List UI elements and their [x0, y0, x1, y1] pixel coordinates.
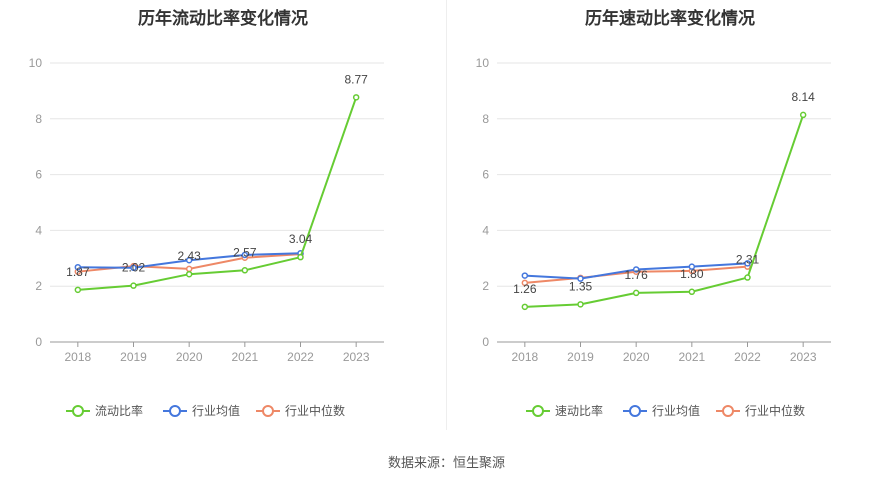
data-point: [185, 265, 193, 273]
data-label: 1.87: [66, 265, 90, 279]
legend-marker: [72, 405, 84, 417]
data-point: [577, 275, 584, 282]
x-tick-label: 2023: [790, 350, 817, 364]
data-point: [799, 111, 807, 119]
data-label: 2.31: [736, 253, 760, 267]
x-tick-label: 2018: [64, 350, 91, 364]
legend-label: 速动比率: [555, 403, 603, 418]
legend-label: 行业中位数: [745, 403, 805, 418]
x-tick-label: 2019: [567, 350, 594, 364]
data-point: [185, 257, 193, 264]
series-line-1: [524, 114, 805, 308]
y-tick-label: 10: [476, 56, 490, 70]
data-point: [688, 288, 696, 296]
y-tick-label: 8: [35, 112, 42, 126]
data-point: [744, 274, 751, 281]
data-label: 8.14: [791, 90, 815, 104]
data-point: [577, 301, 584, 308]
x-tick-label: 2019: [120, 350, 147, 364]
data-label: 3.04: [289, 232, 313, 246]
quick-ratio-plot: 0 2 4 6 8 10 2018 2019 2020 2021 2022 2023 1.26 1.35 1…: [476, 56, 831, 418]
legend-marker: [629, 405, 641, 417]
data-point: [130, 282, 137, 289]
data-point: [185, 270, 193, 278]
data-label: 8.77: [344, 72, 368, 86]
data-label: 2.02: [122, 261, 146, 275]
data-point: [521, 279, 529, 287]
data-point: [521, 272, 529, 279]
y-tick-label: 4: [482, 223, 489, 237]
data-label: 1.35: [569, 279, 593, 293]
x-tick-label: 2022: [734, 350, 761, 364]
x-tick-label: 2022: [287, 350, 314, 364]
data-point: [352, 94, 360, 101]
data-point: [688, 263, 696, 270]
x-tick-label: 2021: [231, 350, 258, 364]
chart-title: 历年流动比率变化情况: [138, 9, 308, 28]
legend-label: 行业均值: [192, 403, 240, 418]
data-point: [521, 303, 529, 311]
data-label: 1.80: [680, 267, 704, 281]
x-tick-label: 2020: [176, 350, 203, 364]
legend-marker: [262, 405, 274, 417]
series-line-1: [77, 96, 358, 291]
legend-marker: [722, 405, 734, 417]
data-point: [241, 267, 249, 274]
x-tick-label: 2020: [623, 350, 650, 364]
data-point: [744, 260, 751, 267]
data-point: [632, 289, 640, 297]
legend-label: 行业均值: [652, 403, 700, 418]
source-note: 数据来源：恒生聚源: [387, 455, 505, 470]
x-tick-label: 2021: [678, 350, 705, 364]
data-point: [241, 251, 249, 259]
y-tick-label: 4: [35, 223, 42, 237]
data-label: 2.57: [233, 245, 257, 259]
legend-marker: [169, 405, 181, 417]
current-ratio-chart: 历年流动比率变化情况 0 2 4 6 8 10 2018 2019 2020 2021 2022 20…: [0, 0, 446, 440]
legend-marker: [532, 405, 544, 417]
legend-label: 行业中位数: [285, 403, 345, 418]
y-tick-label: 6: [482, 168, 489, 182]
legend-label: 流动比率: [95, 403, 143, 418]
data-point: [632, 266, 640, 273]
data-label: 1.76: [624, 268, 648, 282]
y-tick-label: 6: [35, 168, 42, 182]
x-tick-label: 2018: [511, 350, 538, 364]
quick-ratio-chart: 历年速动比率变化情况 0 2 4 6 8 10 2018 2019 2020 2021 2022 20…: [447, 0, 893, 440]
data-label: 1.26: [513, 282, 537, 296]
panel-divider: [446, 0, 447, 430]
data-label: 2.43: [177, 249, 201, 263]
data-point: [297, 253, 304, 261]
current-ratio-plot: 0 2 4 6 8 10 2018 2019 2020 2021 2022 2023 1.87 2.02 2…: [29, 56, 384, 418]
y-tick-label: 8: [482, 112, 489, 126]
y-tick-label: 2: [35, 279, 42, 293]
y-tick-label: 2: [482, 279, 489, 293]
chart-title: 历年速动比率变化情况: [585, 9, 755, 28]
data-point: [130, 264, 137, 272]
x-tick-label: 2023: [343, 350, 370, 364]
y-tick-label: 10: [29, 56, 43, 70]
y-tick-label: 0: [482, 335, 489, 349]
y-tick-label: 0: [35, 335, 42, 349]
data-point: [74, 263, 82, 271]
data-point: [74, 286, 82, 294]
